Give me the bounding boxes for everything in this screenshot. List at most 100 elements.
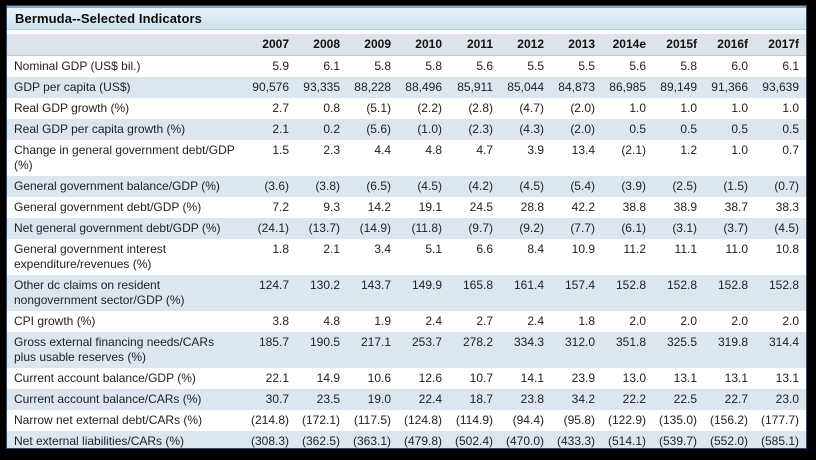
table-body: Nominal GDP (US$ bil.) 5.9 6.1 5.8 5.8 5.6 5.5… [7,55,806,448]
value-cell: (2.1) [621,143,646,157]
value-cell: (585.1) [760,434,799,448]
row-label: General government debt/GDP (%) [14,200,202,214]
value-cell: 5.8 [374,59,391,73]
value-cell: 22.7 [724,392,748,406]
value-cell: 1.8 [272,242,289,256]
year-header: 2017f [755,34,806,56]
value-cell: 0.7 [782,143,799,157]
panel-title: Bermuda--Selected Indicators [15,11,203,26]
value-cell: (156.2) [709,413,748,427]
value-cell: (114.9) [455,413,493,427]
value-cell: (433.3) [556,434,595,448]
value-cell: (502.4) [454,434,493,448]
value-cell: (4.5) [519,179,544,193]
value-cell: 13.4 [571,143,595,157]
value-cell: 11.2 [623,242,646,256]
value-cell: 84,873 [558,80,595,94]
value-cell: (6.1) [621,221,646,235]
table-row: Narrow net external debt/CARs (%) (214.8)… [7,410,806,431]
value-cell: 0.5 [680,122,697,136]
value-cell: 23.9 [571,371,595,385]
value-cell: 0.2 [323,122,340,136]
value-cell: 23.8 [520,392,544,406]
value-cell: 18.7 [469,392,493,406]
value-cell: 22.4 [418,392,442,406]
value-cell: 253.7 [411,335,442,349]
value-cell: 22.1 [265,371,289,385]
indicators-table: 2007 2008 2009 2010 2011 2012 2013 2014e 2015f 20… [7,34,806,448]
value-cell: 88,496 [405,80,442,94]
value-cell: (4.5) [774,221,799,235]
value-cell: (2.0) [570,122,595,136]
value-cell: 86,985 [609,80,646,94]
value-cell: 38.9 [673,200,697,214]
row-label: General government balance/GDP (%) [14,179,220,193]
value-cell: 2.0 [782,314,799,328]
value-cell: 1.0 [731,101,748,115]
value-cell: 325.5 [666,335,697,349]
value-cell: (13.7) [308,221,340,235]
value-cell: 1.5 [272,143,289,157]
panel-title-bar: Bermuda--Selected Indicators [7,6,806,30]
value-cell: 2.0 [680,314,697,328]
value-cell: 90,576 [252,80,289,94]
row-label: Real GDP growth (%) [14,101,130,115]
value-cell: 13.1 [673,371,697,385]
value-cell: 5.8 [425,59,442,73]
value-cell: 1.0 [782,101,799,115]
value-cell: 152.8 [717,278,748,292]
row-label: Narrow net external debt/CARs (%) [14,413,203,427]
table-row: CPI growth (%) 3.8 4.8 1.9 2.4 2.7 2.4 1.8 2.0 2.… [7,311,806,332]
row-label: Change in general government debt/GDP (%… [14,143,235,172]
year-header: 2016f [704,34,755,56]
value-cell: (1.0) [417,122,442,136]
value-cell: 2.0 [629,314,646,328]
value-cell: 38.3 [775,200,799,214]
year-header: 2012 [500,34,551,56]
table-row: Current account balance/CARs (%) 30.7 23.5… [7,389,806,410]
value-cell: (2.8) [468,101,493,115]
value-cell: 1.0 [629,101,646,115]
value-cell: (539.7) [658,434,697,448]
value-cell: (3.6) [264,179,289,193]
value-cell: 13.1 [724,371,748,385]
value-cell: (214.8) [250,413,289,427]
year-header: 2014e [602,34,653,56]
value-cell: (4.3) [519,122,544,136]
value-cell: 0.5 [782,122,799,136]
value-cell: (4.5) [417,179,442,193]
value-cell: (2.0) [570,101,595,115]
table-row: Other dc claims on resident nongovernmen… [7,275,806,311]
value-cell: 2.7 [272,101,289,115]
row-label: Real GDP per capita growth (%) [14,122,186,136]
value-cell: 24.5 [469,200,493,214]
row-label: Net external liabilities/CARs (%) [14,434,185,448]
value-cell: 11.1 [674,242,697,256]
value-cell: 190.5 [309,335,340,349]
value-cell: 3.8 [272,314,289,328]
value-cell: 124.7 [258,278,289,292]
table-row: Real GDP growth (%) 2.7 0.8 (5.1) (2.2) (2.8)… [7,98,806,119]
value-cell: 30.7 [265,392,289,406]
value-cell: 1.8 [578,314,595,328]
table-row: Current account balance/GDP (%) 22.1 14.9 1… [7,368,806,389]
year-header: 2008 [296,34,347,56]
value-cell: 93,335 [303,80,340,94]
value-cell: (2.3) [468,122,493,136]
value-cell: 0.5 [731,122,748,136]
row-label: GDP per capita (US$) [14,80,131,94]
value-cell: 5.8 [680,59,697,73]
value-cell: 6.1 [323,59,340,73]
table-row: Change in general government debt/GDP (%… [7,140,806,176]
table-row: Net external liabilities/CARs (%) (308.3)… [7,431,806,448]
value-cell: 217.1 [360,335,391,349]
value-cell: (6.5) [366,179,391,193]
value-cell: 2.4 [425,314,442,328]
row-label: Gross external financing needs/CARs plus… [14,335,215,364]
value-cell: 3.4 [374,242,391,256]
value-cell: (172.1) [301,413,340,427]
value-cell: (7.7) [570,221,595,235]
value-cell: 38.7 [724,200,748,214]
value-cell: (5.4) [570,179,595,193]
